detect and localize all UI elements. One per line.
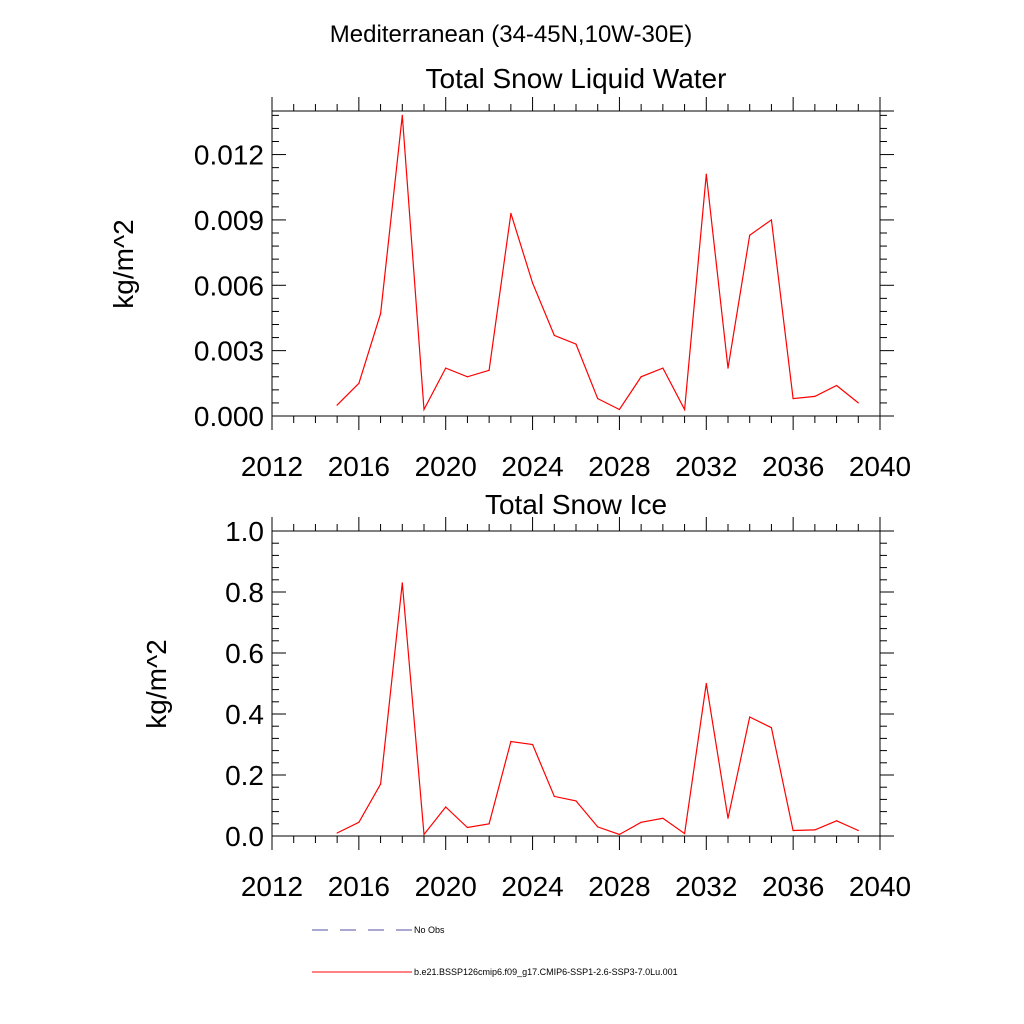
y-tick-label: 0.006	[194, 270, 264, 301]
data-point	[379, 783, 382, 785]
series-line	[336, 115, 859, 412]
chart-title: Total Snow Liquid Water	[426, 63, 727, 94]
data-point	[488, 823, 490, 825]
data-point	[857, 829, 859, 832]
data-point	[640, 821, 642, 823]
legend-series-label: b.e21.BSSP126cmip6.f09_g17.CMIP6-SSP1-2.…	[414, 967, 678, 977]
data-point	[358, 821, 360, 823]
y-tick-label: 1.0	[225, 516, 264, 547]
data-point	[336, 832, 338, 834]
data-point	[792, 397, 794, 400]
data-point	[792, 829, 794, 832]
data-point	[466, 376, 469, 378]
data-point	[575, 800, 577, 802]
chart-snow-liquid-water: Total Snow Liquid Water kg/m^2 2012 2016 2…	[108, 63, 911, 482]
data-point	[423, 408, 425, 411]
data-point	[770, 727, 773, 729]
data-point	[662, 817, 664, 819]
x-tick-label: 2032	[675, 451, 737, 482]
data-point	[358, 382, 360, 384]
x-tick-label: 2012	[241, 871, 303, 902]
x-tick-label: 2036	[762, 451, 824, 482]
x-tick-label: 2012	[241, 451, 303, 482]
x-tick-label: 2032	[675, 871, 737, 902]
data-point	[510, 212, 512, 214]
x-tick-label: 2028	[588, 871, 650, 902]
y-tick-label: 0.4	[225, 699, 264, 730]
chart-title: Total Snow Ice	[485, 489, 667, 520]
data-point	[662, 367, 664, 369]
data-point	[618, 833, 621, 836]
x-tick-label: 2040	[849, 451, 911, 482]
data-point	[835, 384, 838, 387]
data-point	[510, 740, 512, 743]
data-point	[401, 582, 403, 584]
data-point	[597, 826, 599, 828]
y-tick-label: 0.000	[194, 401, 264, 432]
data-point	[336, 404, 338, 406]
data-point	[705, 682, 707, 685]
y-axis-label: kg/m^2	[108, 219, 139, 308]
chart-snow-ice: Total Snow Ice kg/m^2 2012 2016 2020 2024 20…	[141, 489, 911, 902]
data-point	[683, 408, 686, 411]
data-point	[835, 820, 838, 822]
data-point	[445, 367, 447, 369]
data-point	[597, 397, 599, 400]
data-point	[683, 832, 686, 835]
data-point	[379, 313, 382, 315]
legend-no-obs-label: No Obs	[414, 925, 445, 935]
data-point	[705, 173, 707, 175]
x-tick-label: 2016	[328, 871, 390, 902]
y-tick-label: 0.009	[194, 205, 264, 236]
data-point	[488, 369, 490, 371]
data-point	[640, 376, 642, 378]
data-point	[857, 402, 859, 404]
data-point	[727, 367, 729, 369]
x-tick-label: 2036	[762, 871, 824, 902]
y-axis-label: kg/m^2	[141, 639, 172, 728]
x-tick-label: 2024	[501, 451, 563, 482]
x-tick-label: 2020	[415, 871, 477, 902]
data-point	[770, 219, 773, 221]
data-point	[749, 716, 751, 718]
series-line	[336, 582, 859, 837]
y-tick-label: 0.2	[225, 760, 264, 791]
x-tick-label: 2016	[328, 451, 390, 482]
data-point	[531, 282, 534, 284]
y-tick-label: 0.8	[225, 577, 264, 608]
data-point	[618, 408, 621, 411]
x-tick-label: 2028	[588, 451, 650, 482]
y-tick-label: 0.012	[194, 140, 264, 171]
data-point	[814, 829, 816, 831]
y-tick-label: 0.003	[194, 336, 264, 367]
x-tick-label: 2024	[501, 871, 563, 902]
y-tick-label: 0.6	[225, 638, 264, 669]
data-point	[814, 395, 816, 397]
data-point	[401, 114, 403, 116]
page-title: Mediterranean (34-45N,10W-30E)	[330, 21, 692, 48]
data-point	[466, 826, 469, 829]
data-point	[749, 234, 751, 236]
y-tick-label: 0.0	[225, 821, 264, 852]
data-point	[553, 795, 555, 797]
data-point	[423, 833, 425, 836]
data-point	[445, 806, 447, 808]
x-tick-label: 2020	[415, 451, 477, 482]
data-point	[553, 334, 555, 336]
data-point	[531, 743, 534, 746]
x-tick-label: 2040	[849, 871, 911, 902]
data-point	[727, 817, 729, 819]
legend: No Obs b.e21.BSSP126cmip6.f09_g17.CMIP6-…	[312, 925, 678, 977]
data-point	[575, 343, 577, 345]
